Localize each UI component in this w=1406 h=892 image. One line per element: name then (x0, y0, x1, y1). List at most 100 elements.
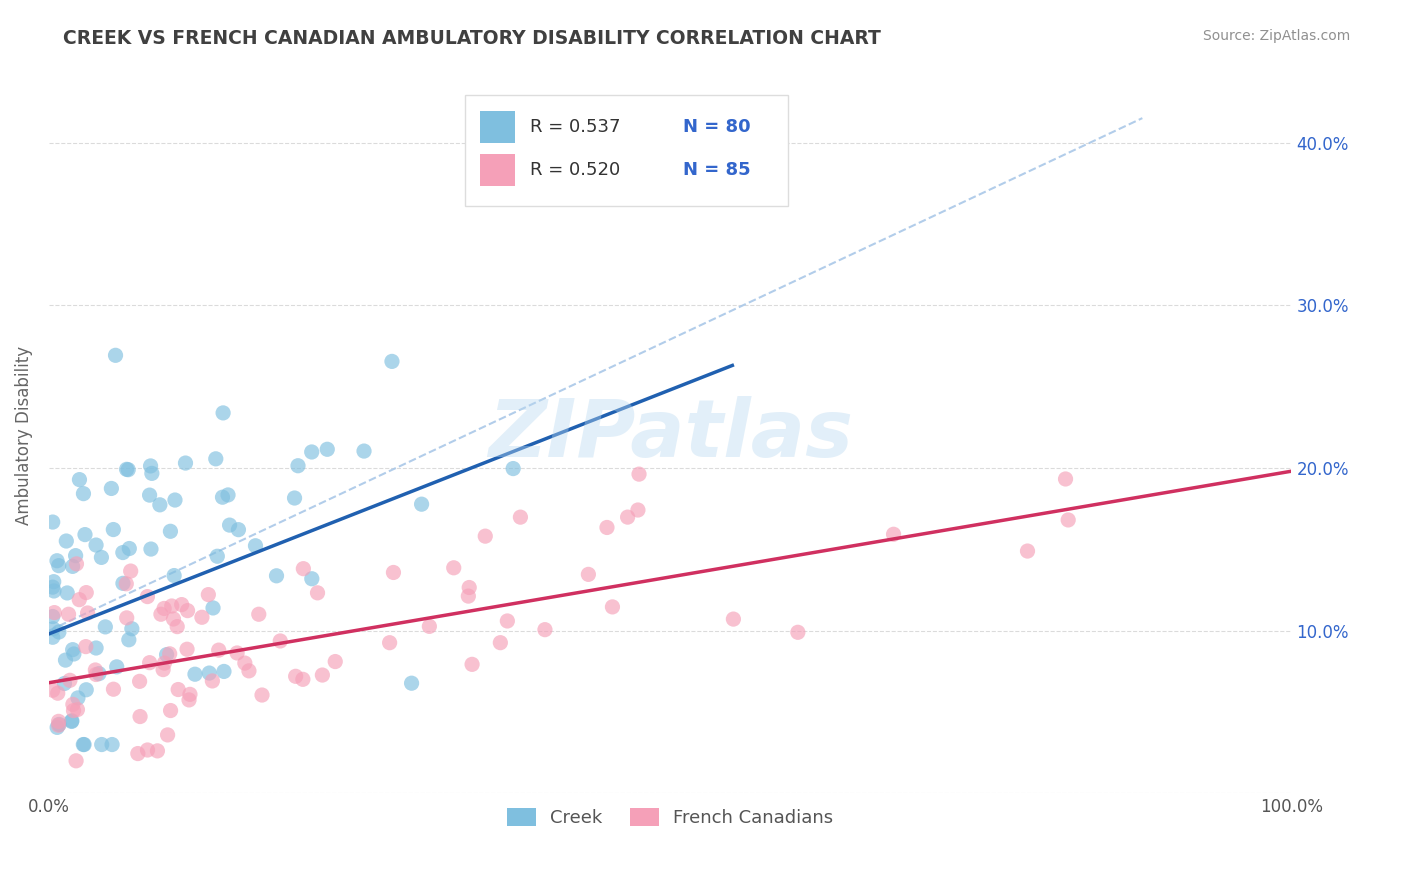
Point (55, 534, 77, 549)
Point (159, 704, 181, 718)
Point (60, 714, 83, 728)
Point (62, 704, 84, 718)
Point (75, 640, 97, 654)
Point (115, 576, 138, 591)
Point (84, 663, 107, 677)
FancyBboxPatch shape (465, 95, 789, 206)
Point (197, 588, 219, 602)
Point (65, 549, 87, 563)
Point (46, 554, 69, 568)
Point (266, 569, 288, 583)
Point (48, 714, 70, 729)
Point (105, 660, 128, 674)
Point (73, 738, 96, 752)
Point (502, 461, 524, 475)
Point (496, 614, 519, 628)
Point (41, 609, 63, 624)
Point (44, 606, 66, 620)
Point (401, 676, 423, 690)
Point (104, 348, 127, 362)
Point (155, 648, 177, 662)
Text: CREEK VS FRENCH CANADIAN AMBULATORY DISABILITY CORRELATION CHART: CREEK VS FRENCH CANADIAN AMBULATORY DISA… (63, 29, 882, 47)
Point (138, 656, 160, 670)
Point (67, 592, 90, 607)
Point (191, 610, 214, 624)
Point (48, 558, 70, 573)
Point (250, 688, 273, 702)
Point (66, 703, 89, 717)
Point (247, 607, 270, 622)
Point (46, 686, 69, 700)
Point (207, 549, 229, 564)
Point (117, 463, 139, 477)
Point (245, 539, 267, 553)
Point (59, 673, 82, 688)
Point (72, 738, 94, 752)
Point (120, 564, 142, 578)
Point (60, 714, 83, 729)
Point (65, 754, 87, 768)
Point (111, 576, 134, 591)
Point (287, 458, 309, 473)
Point (212, 406, 235, 420)
Point (162, 612, 184, 626)
Point (381, 354, 404, 368)
Point (291, 673, 314, 687)
Point (146, 744, 169, 758)
Point (103, 523, 125, 537)
Point (84, 640, 107, 655)
Point (198, 666, 221, 681)
Point (212, 665, 235, 679)
Point (48, 718, 70, 732)
Point (228, 523, 250, 537)
Point (101, 738, 124, 752)
Point (90, 550, 112, 565)
Text: ZIPatlas: ZIPatlas (488, 396, 852, 475)
Point (167, 682, 190, 697)
Point (139, 542, 162, 557)
Text: R = 0.537: R = 0.537 (530, 118, 620, 136)
Point (883, 527, 905, 541)
Point (138, 488, 160, 502)
Point (208, 643, 231, 657)
Point (201, 673, 224, 688)
Point (311, 668, 333, 682)
Point (616, 510, 638, 524)
FancyBboxPatch shape (479, 112, 515, 144)
Point (121, 622, 143, 636)
Point (489, 635, 512, 649)
Point (217, 488, 239, 502)
Point (72, 486, 94, 500)
Point (62, 642, 84, 657)
Point (1054, 472, 1077, 486)
Point (111, 545, 134, 559)
Point (65, 557, 87, 571)
Point (42, 584, 65, 599)
Text: Source: ZipAtlas.com: Source: ZipAtlas.com (1202, 29, 1350, 43)
Point (129, 709, 152, 723)
Point (87, 666, 110, 681)
Text: N = 80: N = 80 (683, 118, 751, 136)
Point (48, 625, 70, 640)
Point (149, 607, 172, 622)
Point (170, 598, 193, 612)
Point (457, 589, 479, 603)
Point (42, 574, 65, 589)
Point (534, 623, 557, 637)
Point (627, 503, 650, 517)
Point (153, 601, 176, 615)
Point (176, 642, 198, 657)
Point (58, 607, 80, 622)
Point (118, 632, 141, 647)
Point (301, 572, 323, 586)
Point (100, 482, 122, 496)
Point (418, 619, 440, 633)
Legend: Creek, French Canadians: Creek, French Canadians (501, 801, 841, 834)
Point (136, 743, 159, 757)
Point (1057, 513, 1080, 527)
Point (233, 656, 256, 670)
Point (353, 444, 375, 458)
Point (127, 747, 149, 761)
Point (238, 664, 260, 678)
Point (153, 656, 176, 670)
